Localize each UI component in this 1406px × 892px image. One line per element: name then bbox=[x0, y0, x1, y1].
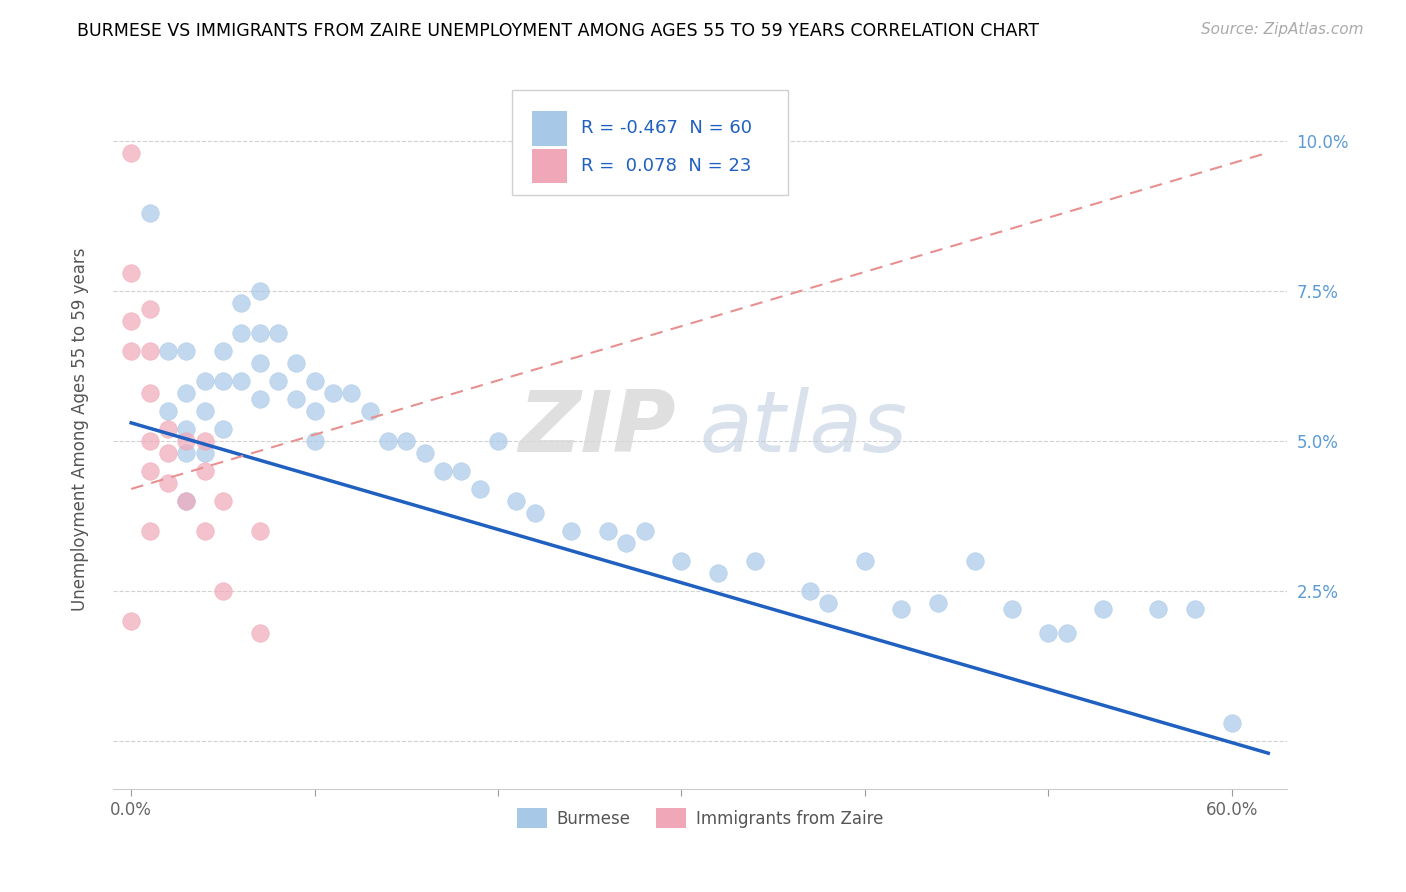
Legend: Burmese, Immigrants from Zaire: Burmese, Immigrants from Zaire bbox=[510, 801, 890, 835]
Point bbox=[156, 446, 179, 460]
Point bbox=[744, 554, 766, 568]
Point bbox=[212, 494, 235, 508]
Point bbox=[249, 626, 271, 640]
Point bbox=[927, 596, 949, 610]
Point bbox=[285, 392, 308, 406]
Point bbox=[156, 475, 179, 490]
Point bbox=[156, 422, 179, 436]
Point bbox=[156, 343, 179, 358]
Text: ZIP: ZIP bbox=[519, 387, 676, 470]
Text: BURMESE VS IMMIGRANTS FROM ZAIRE UNEMPLOYMENT AMONG AGES 55 TO 59 YEARS CORRELAT: BURMESE VS IMMIGRANTS FROM ZAIRE UNEMPLO… bbox=[77, 22, 1039, 40]
Point bbox=[486, 434, 509, 448]
Point bbox=[138, 464, 160, 478]
Y-axis label: Unemployment Among Ages 55 to 59 years: Unemployment Among Ages 55 to 59 years bbox=[72, 247, 89, 611]
Point bbox=[193, 446, 215, 460]
Point bbox=[156, 404, 179, 418]
Point bbox=[505, 494, 527, 508]
Point bbox=[1092, 602, 1115, 616]
Point bbox=[249, 524, 271, 538]
Point bbox=[249, 356, 271, 370]
Point bbox=[212, 422, 235, 436]
Point bbox=[138, 301, 160, 316]
Point bbox=[853, 554, 876, 568]
Point bbox=[174, 494, 197, 508]
Text: Source: ZipAtlas.com: Source: ZipAtlas.com bbox=[1201, 22, 1364, 37]
Point bbox=[1000, 602, 1022, 616]
Point bbox=[523, 506, 546, 520]
Point bbox=[468, 482, 491, 496]
Point bbox=[231, 326, 253, 340]
Text: R = -0.467  N = 60: R = -0.467 N = 60 bbox=[581, 120, 752, 137]
Point bbox=[596, 524, 619, 538]
Point bbox=[1056, 626, 1078, 640]
Text: atlas: atlas bbox=[700, 387, 908, 470]
Point bbox=[138, 343, 160, 358]
FancyBboxPatch shape bbox=[512, 90, 787, 194]
Point bbox=[174, 434, 197, 448]
Point bbox=[249, 392, 271, 406]
Point bbox=[174, 494, 197, 508]
Point bbox=[817, 596, 839, 610]
Point bbox=[138, 434, 160, 448]
Point bbox=[560, 524, 582, 538]
Point bbox=[249, 326, 271, 340]
Point bbox=[359, 404, 381, 418]
Point bbox=[120, 145, 142, 160]
Point bbox=[304, 404, 326, 418]
Point bbox=[322, 385, 344, 400]
Point bbox=[193, 434, 215, 448]
Point bbox=[174, 422, 197, 436]
Point bbox=[890, 602, 912, 616]
Point bbox=[138, 385, 160, 400]
FancyBboxPatch shape bbox=[531, 148, 567, 183]
Point bbox=[413, 446, 436, 460]
Text: R =  0.078  N = 23: R = 0.078 N = 23 bbox=[581, 157, 752, 175]
Point bbox=[671, 554, 693, 568]
Point bbox=[963, 554, 986, 568]
Point bbox=[231, 295, 253, 310]
Point bbox=[304, 374, 326, 388]
Point bbox=[1147, 602, 1170, 616]
Point bbox=[174, 343, 197, 358]
Point bbox=[138, 205, 160, 219]
Point bbox=[799, 584, 821, 599]
Point bbox=[1220, 716, 1243, 731]
Point bbox=[120, 343, 142, 358]
Point bbox=[432, 464, 454, 478]
Point bbox=[193, 464, 215, 478]
FancyBboxPatch shape bbox=[531, 111, 567, 145]
Point bbox=[450, 464, 472, 478]
Point bbox=[340, 385, 363, 400]
Point bbox=[212, 374, 235, 388]
Point bbox=[377, 434, 399, 448]
Point bbox=[304, 434, 326, 448]
Point bbox=[614, 536, 637, 550]
Point bbox=[1038, 626, 1060, 640]
Point bbox=[285, 356, 308, 370]
Point bbox=[193, 524, 215, 538]
Point bbox=[193, 404, 215, 418]
Point bbox=[1184, 602, 1206, 616]
Point bbox=[138, 524, 160, 538]
Point bbox=[174, 446, 197, 460]
Point bbox=[395, 434, 418, 448]
Point bbox=[193, 374, 215, 388]
Point bbox=[267, 326, 290, 340]
Point bbox=[120, 266, 142, 280]
Point bbox=[212, 584, 235, 599]
Point bbox=[267, 374, 290, 388]
Point bbox=[120, 614, 142, 628]
Point bbox=[249, 284, 271, 298]
Point bbox=[174, 385, 197, 400]
Point bbox=[212, 343, 235, 358]
Point bbox=[707, 566, 730, 580]
Point bbox=[120, 314, 142, 328]
Point bbox=[231, 374, 253, 388]
Point bbox=[634, 524, 657, 538]
